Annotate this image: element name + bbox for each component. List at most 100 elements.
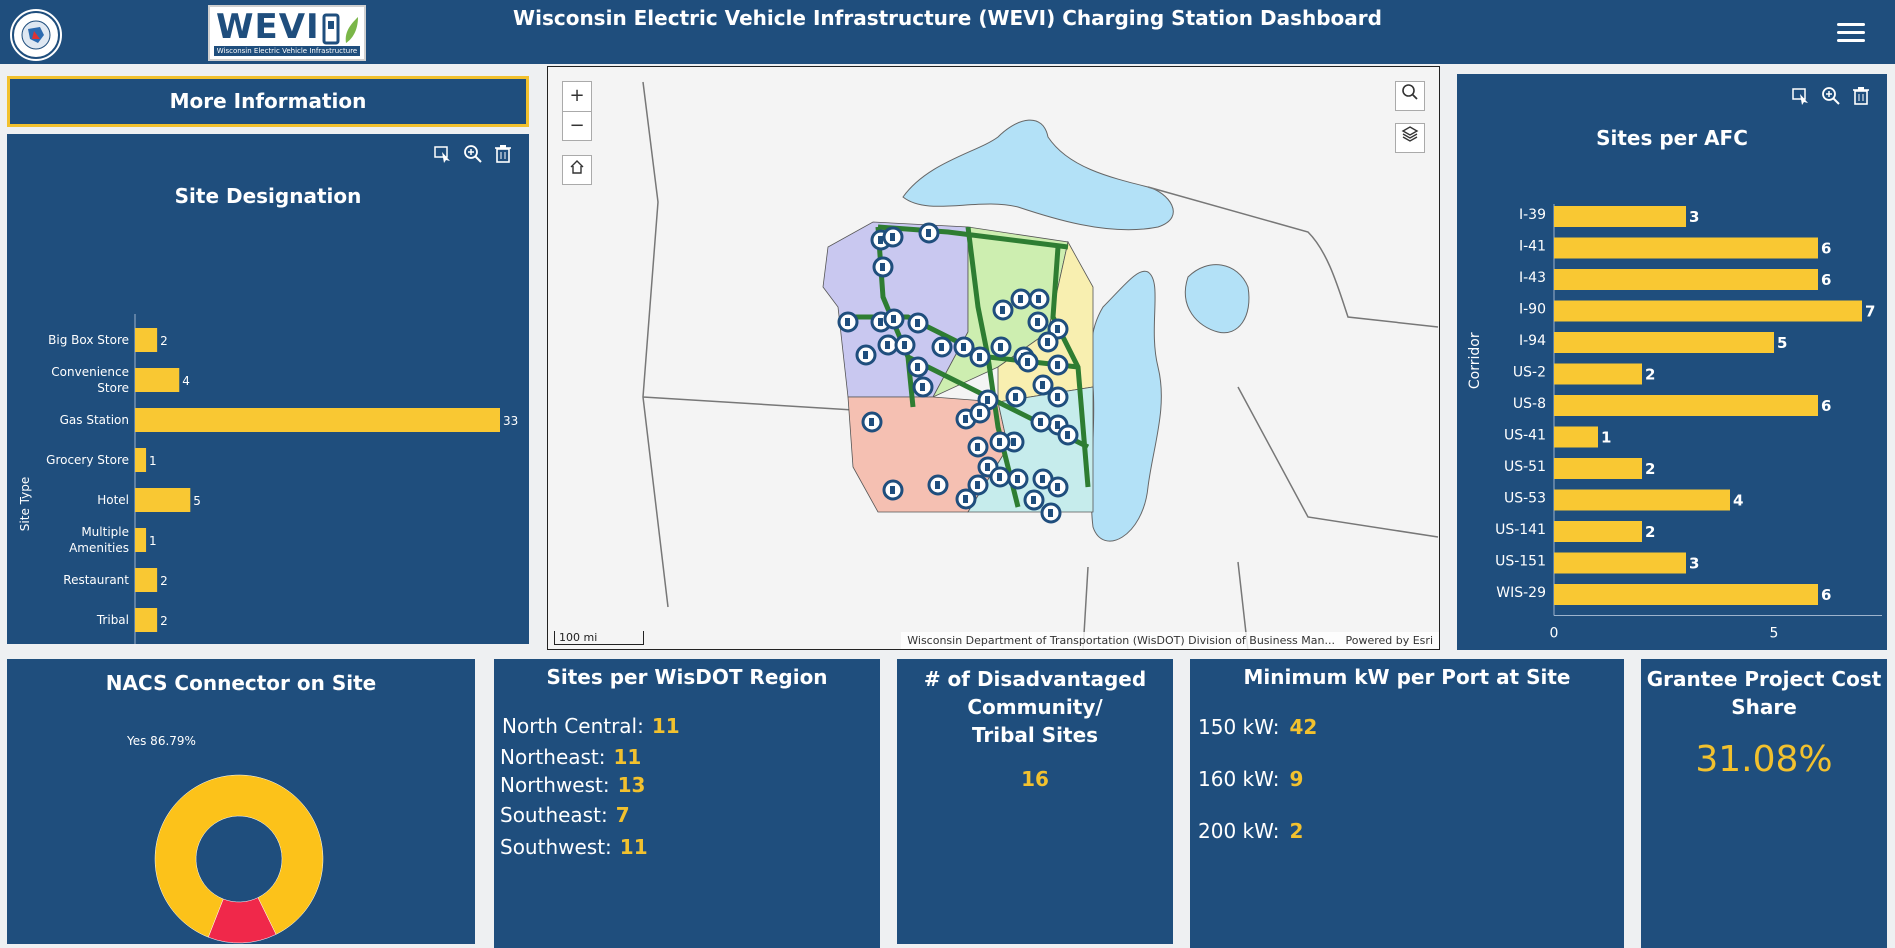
data-label: 1 bbox=[149, 454, 157, 468]
wevi-logo: WEVI Wisconsin Electric Vehicle Infrastr… bbox=[208, 5, 366, 61]
map-canvas[interactable] bbox=[548, 67, 1440, 650]
cost-share-title: Grantee Project Cost Share bbox=[1646, 667, 1882, 719]
region-row: Northwest: 13 bbox=[500, 773, 645, 797]
charging-station-icon bbox=[1048, 509, 1053, 517]
home-button[interactable] bbox=[562, 155, 592, 185]
map-view[interactable]: + − 100 mi Wisconsin Department of Trans… bbox=[547, 66, 1440, 650]
layers-button[interactable] bbox=[1395, 123, 1425, 153]
bar bbox=[135, 328, 158, 352]
zoom-icon[interactable] bbox=[1821, 86, 1841, 106]
charging-station-icon bbox=[998, 343, 1003, 351]
data-label: 3 bbox=[1689, 555, 1699, 573]
search-button[interactable] bbox=[1395, 81, 1425, 111]
charging-station-icon bbox=[1031, 496, 1036, 504]
charging-station-icon bbox=[869, 418, 874, 426]
data-label: 2 bbox=[160, 614, 168, 628]
category-label: Hotel bbox=[97, 493, 129, 507]
category-label: I-39 bbox=[1519, 207, 1546, 223]
nacs-title: NACS Connector on Site bbox=[105, 671, 377, 695]
region-row: Northeast: 11 bbox=[500, 745, 641, 769]
kw-panel: Minimum kW per Port at Site 150 kW: 42 160… bbox=[1190, 659, 1624, 948]
kw-row: 200 kW: 2 bbox=[1198, 819, 1303, 843]
donut-slice-no bbox=[208, 897, 277, 944]
donut-slice-yes bbox=[154, 774, 324, 938]
region-label: Southwest: bbox=[500, 835, 612, 859]
bar bbox=[1554, 489, 1730, 511]
sites-per-afc-panel: Sites per AFC I-39 3 I-41 6 I-43 6 I-90 7 I-94 5 U… bbox=[1457, 74, 1887, 650]
charging-station-icon bbox=[1055, 325, 1060, 333]
bar bbox=[1554, 269, 1818, 290]
bar bbox=[135, 528, 147, 552]
bar bbox=[1554, 363, 1642, 385]
disadvantaged-panel: # of Disadvantaged Community/ Tribal Sit… bbox=[897, 659, 1173, 944]
region-row: Southeast: 7 bbox=[500, 803, 630, 827]
nacs-donut-chart: Yes 86.79%No 13.21% bbox=[126, 734, 324, 944]
chart-toolbar bbox=[1791, 86, 1871, 106]
bar bbox=[1554, 426, 1598, 448]
select-icon[interactable] bbox=[1791, 86, 1811, 106]
charging-station-icon bbox=[1055, 483, 1060, 491]
bar bbox=[1554, 395, 1818, 416]
charging-station-icon bbox=[939, 343, 944, 351]
site-designation-panel: Site Designation Big Box Store 2 Convenien… bbox=[7, 134, 529, 644]
region-row: North Central: 11 bbox=[502, 714, 680, 738]
charging-station-icon bbox=[902, 341, 907, 349]
category-label: I-43 bbox=[1519, 270, 1546, 286]
data-label: 1 bbox=[1601, 429, 1611, 447]
charging-station-icon bbox=[961, 343, 966, 351]
data-label: 5 bbox=[193, 494, 201, 508]
sites-per-afc-chart: I-39 3 I-41 6 I-43 6 I-90 7 I-94 5 US-2 2 US-8 6 US-41… bbox=[1467, 204, 1882, 642]
zoom-out-button[interactable]: − bbox=[562, 111, 592, 141]
charging-station-icon bbox=[1055, 393, 1060, 401]
state-borders bbox=[642, 81, 1439, 649]
kw-value: 2 bbox=[1289, 819, 1304, 843]
charging-station-icon bbox=[1000, 306, 1005, 314]
data-label: 6 bbox=[1821, 271, 1831, 289]
bar bbox=[1554, 521, 1642, 542]
kw-row: 150 kW: 42 bbox=[1198, 715, 1317, 739]
charging-station-icon bbox=[1011, 438, 1016, 446]
charging-station-icon bbox=[880, 263, 885, 271]
trash-icon[interactable] bbox=[493, 144, 513, 164]
region-value: 7 bbox=[615, 803, 630, 827]
category-label: WIS-29 bbox=[1496, 585, 1546, 601]
trash-icon[interactable] bbox=[1851, 86, 1871, 106]
bar bbox=[1554, 552, 1686, 574]
lake-huron bbox=[1184, 264, 1250, 334]
data-label: 7 bbox=[1865, 303, 1875, 321]
category-label: US-151 bbox=[1495, 554, 1546, 570]
category-label: Amenities bbox=[69, 541, 129, 555]
disadvantaged-value: 16 bbox=[1021, 767, 1049, 791]
page-title: Wisconsin Electric Vehicle Infrastructur… bbox=[513, 6, 1382, 30]
category-label: I-90 bbox=[1519, 302, 1546, 318]
nacs-panel: NACS Connector on Site Yes 86.79%No 13.2… bbox=[7, 659, 475, 944]
data-label: 2 bbox=[1645, 460, 1655, 478]
bar bbox=[135, 608, 158, 632]
menu-icon[interactable] bbox=[1837, 18, 1865, 48]
kw-title: Minimum kW per Port at Site bbox=[1243, 665, 1571, 689]
zoom-icon[interactable] bbox=[463, 144, 483, 164]
charging-station-icon bbox=[963, 415, 968, 423]
slice-label-yes: Yes 86.79% bbox=[126, 734, 196, 748]
x-tick-label: 0 bbox=[1550, 626, 1559, 642]
charging-station-icon bbox=[1025, 358, 1030, 366]
bar bbox=[135, 448, 147, 472]
data-label: 2 bbox=[1645, 523, 1655, 541]
home-icon bbox=[570, 160, 584, 174]
charging-station-markers[interactable] bbox=[837, 222, 1079, 524]
data-label: 6 bbox=[1821, 586, 1831, 604]
category-label: US-8 bbox=[1513, 396, 1546, 412]
charging-station-icon bbox=[963, 495, 968, 503]
charging-station-icon bbox=[890, 233, 895, 241]
region-label: Northeast: bbox=[500, 745, 606, 769]
zoom-in-button[interactable]: + bbox=[562, 81, 592, 111]
select-icon[interactable] bbox=[433, 144, 453, 164]
bar bbox=[135, 408, 500, 432]
bar bbox=[135, 568, 158, 592]
charging-station-icon bbox=[915, 363, 920, 371]
kw-label: 200 kW: bbox=[1198, 819, 1280, 843]
charging-station-icon bbox=[885, 341, 890, 349]
more-information-button[interactable]: More Information bbox=[7, 76, 529, 127]
charging-station-icon bbox=[985, 463, 990, 471]
region-label: Northwest: bbox=[500, 773, 610, 797]
